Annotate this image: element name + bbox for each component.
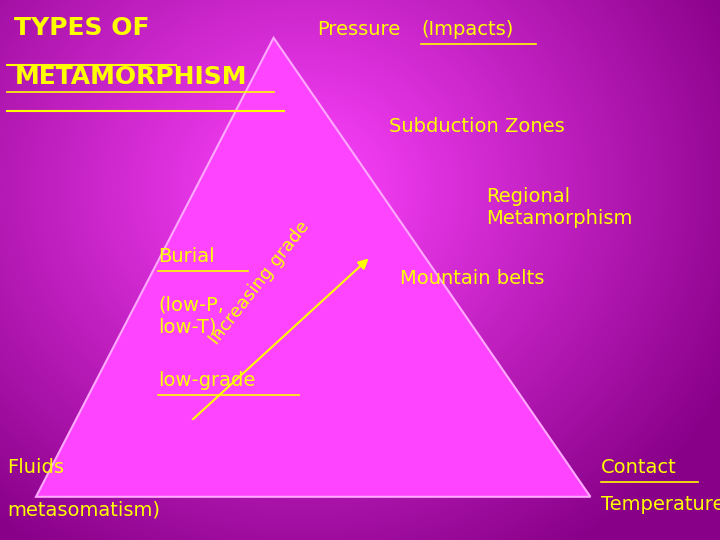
Text: metasomatism): metasomatism) xyxy=(7,501,160,520)
Polygon shape xyxy=(36,38,590,497)
Text: Temperature: Temperature xyxy=(601,495,720,515)
Text: (Impacts): (Impacts) xyxy=(421,20,513,39)
Text: Mountain belts: Mountain belts xyxy=(400,268,544,288)
Text: (low-P,
low-T),: (low-P, low-T), xyxy=(158,295,224,336)
Text: Contact: Contact xyxy=(601,457,677,477)
Text: TYPES OF: TYPES OF xyxy=(14,16,150,40)
Text: Pressure: Pressure xyxy=(317,20,400,39)
Text: Burial: Burial xyxy=(158,247,215,266)
Text: low-grade: low-grade xyxy=(158,371,256,390)
Text: Fluids: Fluids xyxy=(7,457,64,477)
Text: Increasing grade: Increasing grade xyxy=(205,218,312,348)
Text: Subduction Zones: Subduction Zones xyxy=(389,117,564,137)
Text: Regional
Metamorphism: Regional Metamorphism xyxy=(486,187,632,228)
Text: METAMORPHISM: METAMORPHISM xyxy=(14,65,247,89)
